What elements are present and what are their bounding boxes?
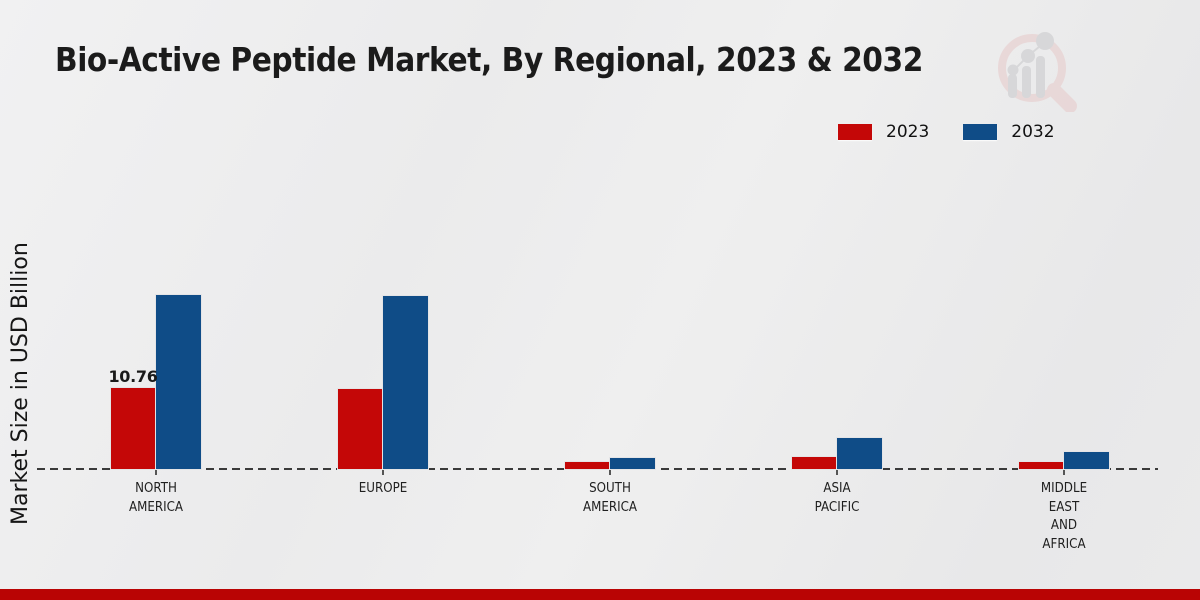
x-axis-tick xyxy=(381,470,384,475)
legend-item-2032: 2032 xyxy=(963,122,1055,142)
bottom-red-stripe xyxy=(0,589,1200,600)
bar-2032-europe xyxy=(382,296,428,469)
x-axis-tick xyxy=(154,470,157,475)
category-label-south-america: SOUTH AMERICA xyxy=(582,480,637,515)
bar-2023-north-america xyxy=(110,388,156,469)
x-axis-dashed-baseline xyxy=(37,468,1158,470)
bar-2032-south-america xyxy=(609,458,655,469)
bar-2032-north-america xyxy=(155,295,201,469)
category-label-asia-pacific: ASIA PACIFIC xyxy=(814,480,859,515)
chart-title: Bio-Active Peptide Market, By Regional, … xyxy=(55,40,923,79)
bar-2032-asia-pacific xyxy=(836,438,882,469)
legend-label-2032: 2032 xyxy=(1011,122,1055,142)
category-label-europe: EUROPE xyxy=(358,480,407,496)
legend-label-2023: 2023 xyxy=(886,122,930,142)
legend-item-2023: 2023 xyxy=(838,122,929,142)
legend-swatch-2032 xyxy=(963,124,998,140)
bar-2023-middle-east-and-africa xyxy=(1018,462,1064,469)
x-axis-tick xyxy=(835,470,838,475)
bar-2032-middle-east-and-africa xyxy=(1063,452,1109,469)
category-label-middle-east-and-africa: MIDDLE EAST AND AFRICA xyxy=(1040,480,1087,552)
magnifier-bar-chart-logo-icon xyxy=(998,32,1077,112)
category-label-north-america: NORTH AMERICA xyxy=(128,480,183,515)
legend-swatch-2023 xyxy=(838,124,872,140)
bar-2023-south-america xyxy=(564,462,610,469)
data-label-2023: 10.76 xyxy=(108,366,158,386)
x-axis-tick xyxy=(608,470,611,475)
bar-2023-europe xyxy=(337,389,383,469)
bar-2023-asia-pacific xyxy=(791,457,837,469)
legend: 2023 2032 xyxy=(838,122,1055,142)
x-axis-tick xyxy=(1062,470,1065,475)
